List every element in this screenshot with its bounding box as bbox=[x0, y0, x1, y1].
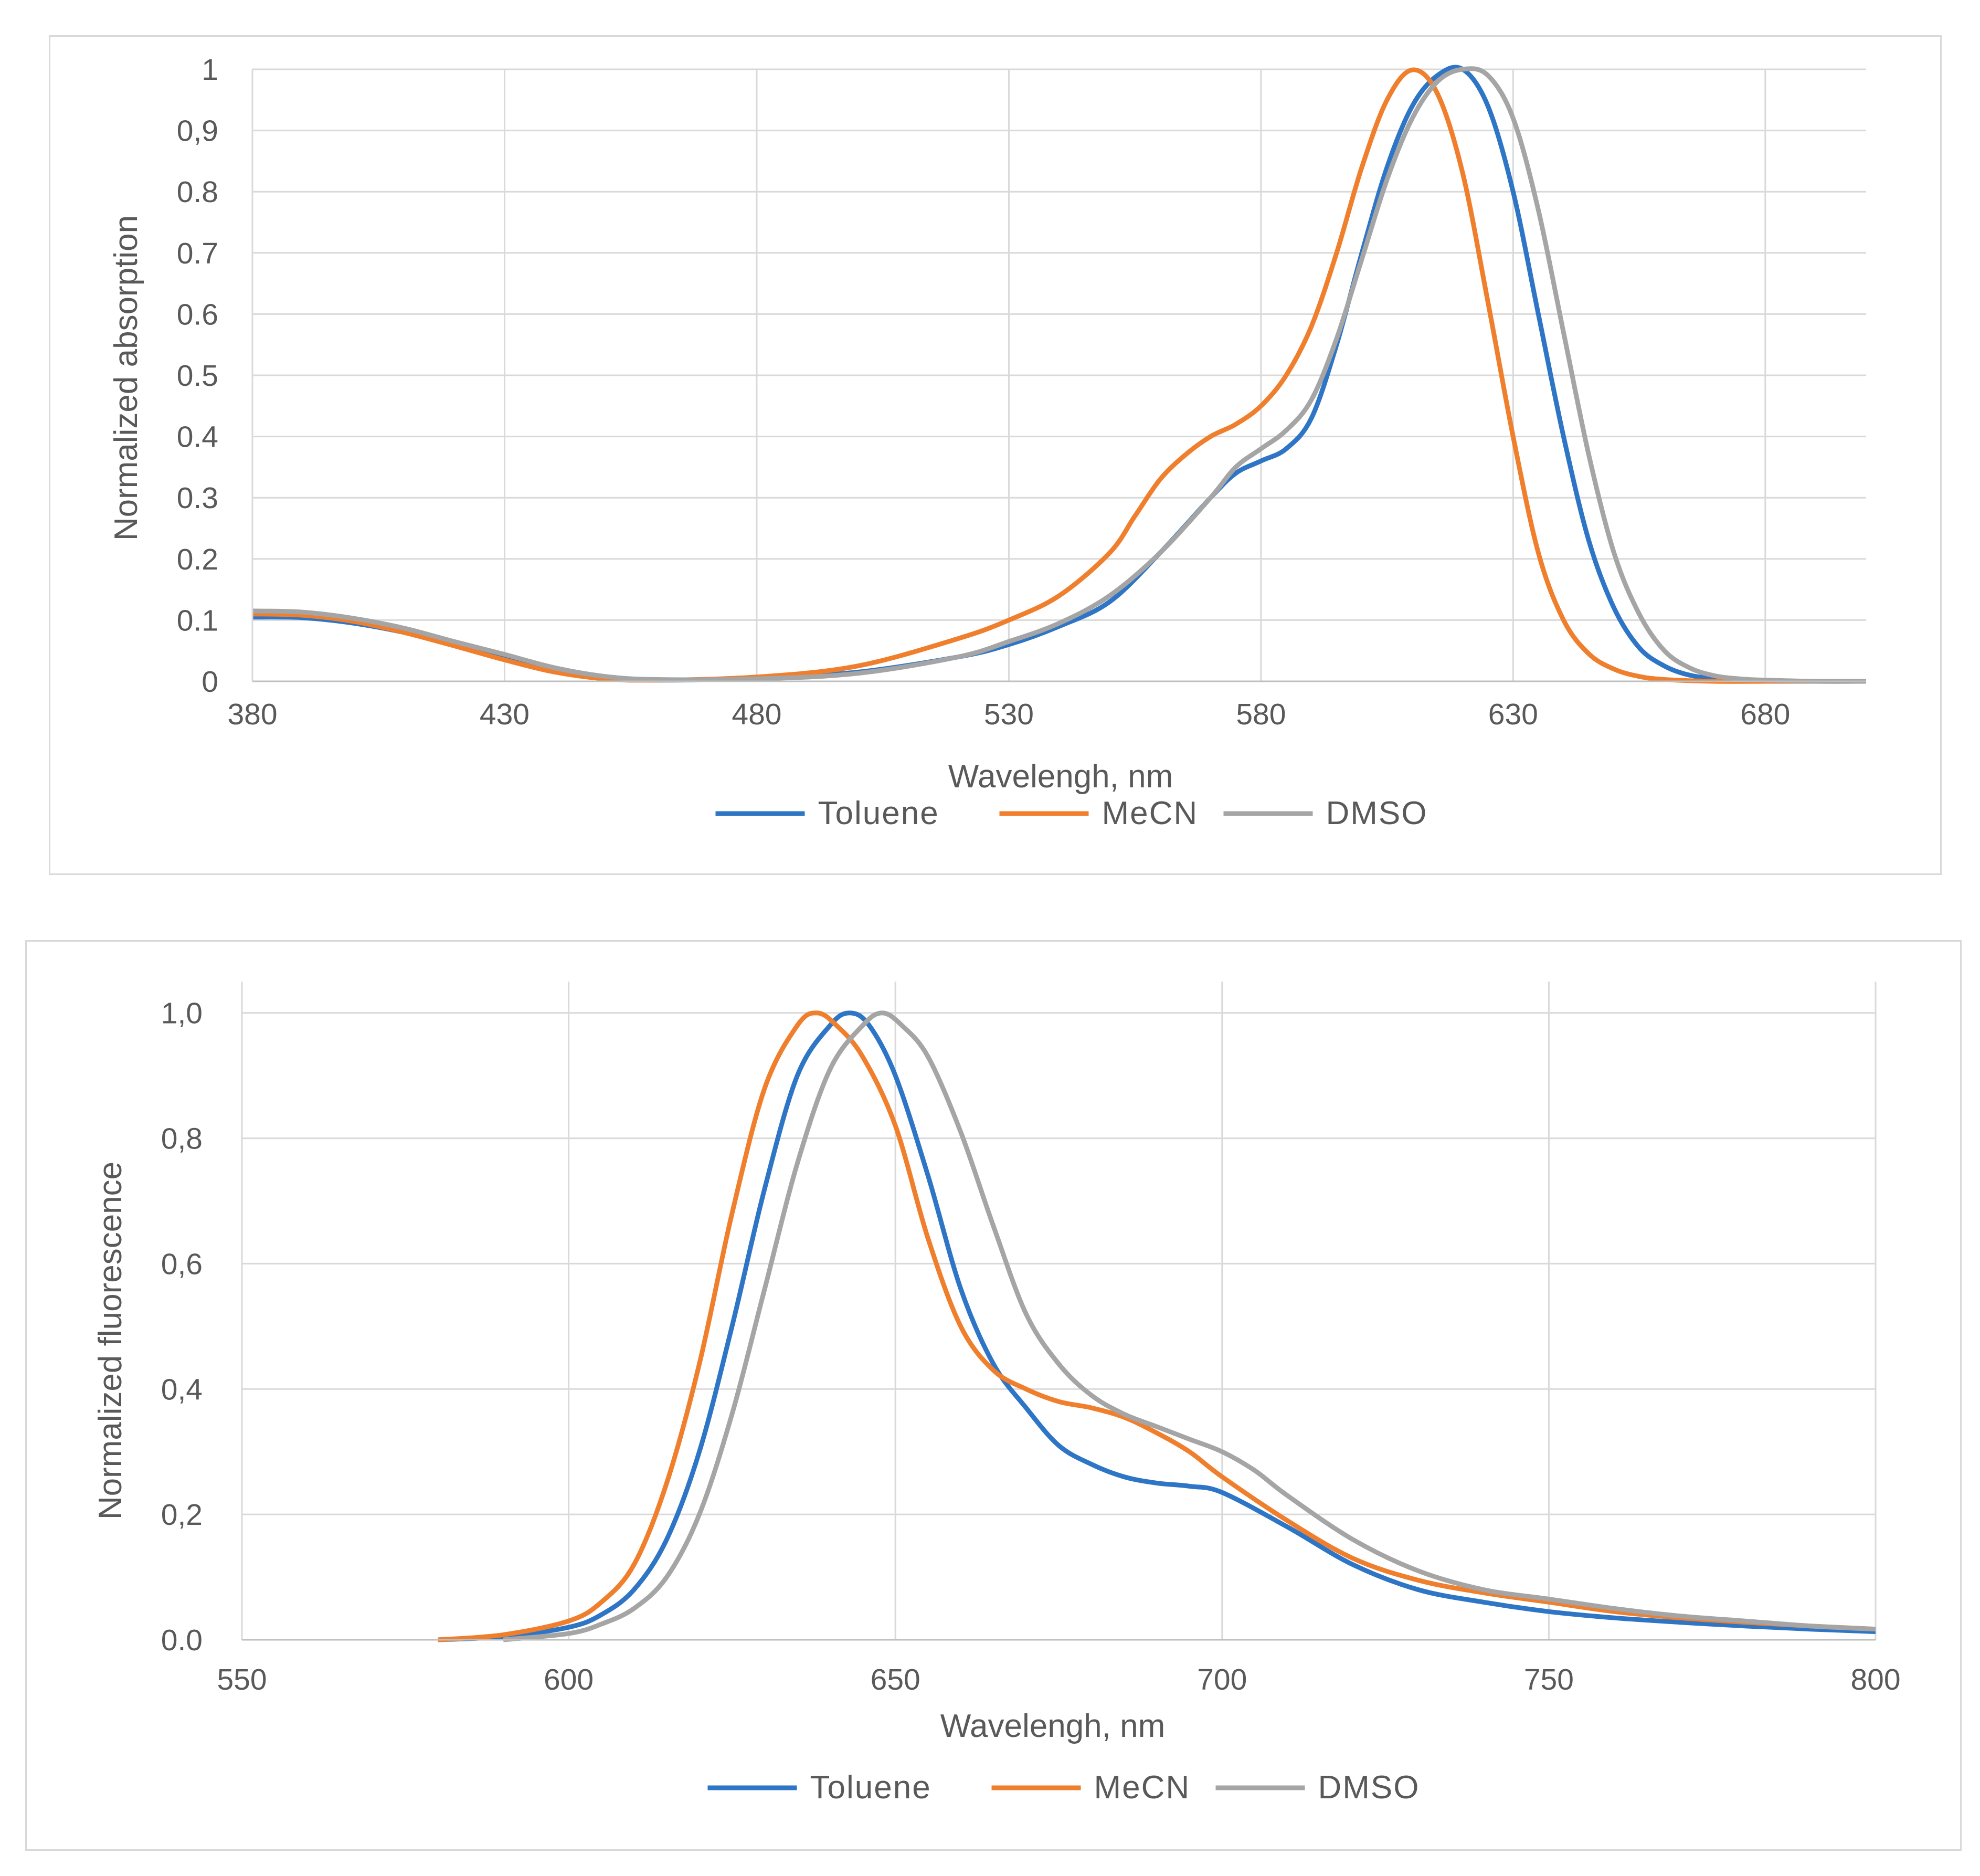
absorption-y-tick-label: 0 bbox=[202, 665, 218, 699]
fluorescence-chart-panel: 0.0 0,2 0,4 0,6 0,8 1,0 550 600 650 700 750 800 Wav… bbox=[25, 940, 1962, 1851]
fluorescence-series-dmso bbox=[503, 1010, 1876, 1642]
absorption-x-tick-label: 580 bbox=[1236, 698, 1286, 731]
fluorescence-y-tick-label: 1,0 bbox=[161, 997, 203, 1030]
legend-label-toluene: Toluene bbox=[818, 795, 939, 831]
absorption-y-axis-title: Normalized absorption bbox=[108, 215, 144, 541]
fluorescence-y-tick-label: 0,2 bbox=[161, 1498, 203, 1532]
absorption-x-tick-label: 530 bbox=[984, 698, 1034, 731]
fluorescence-y-axis-title: Normalized fluorescence bbox=[92, 1162, 129, 1520]
absorption-x-tick-label: 630 bbox=[1488, 698, 1538, 731]
legend-label-toluene: Toluene bbox=[810, 1769, 931, 1806]
absorption-x-axis-title: Wavelengh, nm bbox=[948, 758, 1173, 795]
absorption-y-tick-label: 0.5 bbox=[177, 359, 218, 393]
absorption-series-group bbox=[252, 65, 1867, 684]
absorption-legend: Toluene MeCN DMSO bbox=[715, 795, 1428, 831]
legend-label-dmso: DMSO bbox=[1318, 1769, 1420, 1806]
fluorescence-y-tick-label: 0,6 bbox=[161, 1247, 203, 1281]
absorption-y-tick-label: 1 bbox=[202, 53, 218, 87]
legend-label-mecn: MeCN bbox=[1102, 795, 1199, 831]
absorption-y-tick-label: 0.8 bbox=[177, 175, 218, 209]
absorption-y-tick-label: 0,9 bbox=[177, 114, 218, 148]
absorption-tick-labels: 0 0.1 0.2 0.3 0.4 0.5 0.6 0.7 0.8 0,9 1 380 430 480 53… bbox=[177, 53, 1791, 731]
absorption-x-tick-label: 380 bbox=[227, 698, 277, 731]
fluorescence-series-group bbox=[438, 1010, 1876, 1642]
absorption-y-tick-label: 0.6 bbox=[177, 298, 218, 331]
absorption-y-tick-label: 0.4 bbox=[177, 420, 218, 454]
absorption-series-toluene bbox=[252, 65, 1867, 684]
fluorescence-x-tick-label: 800 bbox=[1850, 1663, 1900, 1696]
fluorescence-y-tick-label: 0.0 bbox=[161, 1624, 203, 1657]
legend-label-dmso: DMSO bbox=[1326, 795, 1428, 831]
fluorescence-series-mecn bbox=[438, 1010, 1876, 1642]
fluorescence-chart: 0.0 0,2 0,4 0,6 0,8 1,0 550 600 650 700 750 800 Wav… bbox=[92, 982, 1901, 1806]
absorption-series-dmso bbox=[252, 66, 1867, 684]
absorption-x-tick-label: 480 bbox=[732, 698, 781, 731]
absorption-chart: 0 0.1 0.2 0.3 0.4 0.5 0.6 0.7 0.8 0,9 1 380 430 480 53… bbox=[108, 53, 1867, 831]
absorption-grid bbox=[252, 68, 1866, 681]
fluorescence-axis bbox=[241, 982, 1876, 1641]
absorption-y-tick-label: 0.2 bbox=[177, 543, 218, 576]
fluorescence-x-axis-title: Wavelengh, nm bbox=[940, 1708, 1165, 1744]
fluorescence-x-tick-label: 600 bbox=[544, 1663, 594, 1696]
absorption-x-tick-label: 680 bbox=[1740, 698, 1790, 731]
fluorescence-y-tick-label: 0,4 bbox=[161, 1373, 203, 1406]
absorption-y-tick-label: 0.3 bbox=[177, 481, 218, 515]
absorption-y-tick-label: 0.1 bbox=[177, 604, 218, 637]
fluorescence-y-tick-label: 0,8 bbox=[161, 1122, 203, 1156]
fluorescence-legend: Toluene MeCN DMSO bbox=[707, 1769, 1420, 1806]
absorption-chart-panel: 0 0.1 0.2 0.3 0.4 0.5 0.6 0.7 0.8 0,9 1 380 430 480 53… bbox=[49, 35, 1942, 875]
fluorescence-x-tick-label: 700 bbox=[1197, 1663, 1247, 1696]
absorption-axis bbox=[251, 69, 1866, 682]
absorption-y-tick-label: 0.7 bbox=[177, 237, 218, 270]
legend-label-mecn: MeCN bbox=[1094, 1769, 1191, 1806]
fluorescence-series-toluene bbox=[438, 1010, 1876, 1642]
fluorescence-x-tick-label: 750 bbox=[1524, 1663, 1574, 1696]
fluorescence-x-tick-label: 550 bbox=[217, 1663, 267, 1696]
fluorescence-tick-labels: 0.0 0,2 0,4 0,6 0,8 1,0 550 600 650 700 750 800 bbox=[161, 997, 1901, 1696]
fluorescence-x-tick-label: 650 bbox=[871, 1663, 920, 1696]
absorption-x-tick-label: 430 bbox=[480, 698, 530, 731]
fluorescence-grid bbox=[242, 982, 1877, 1640]
